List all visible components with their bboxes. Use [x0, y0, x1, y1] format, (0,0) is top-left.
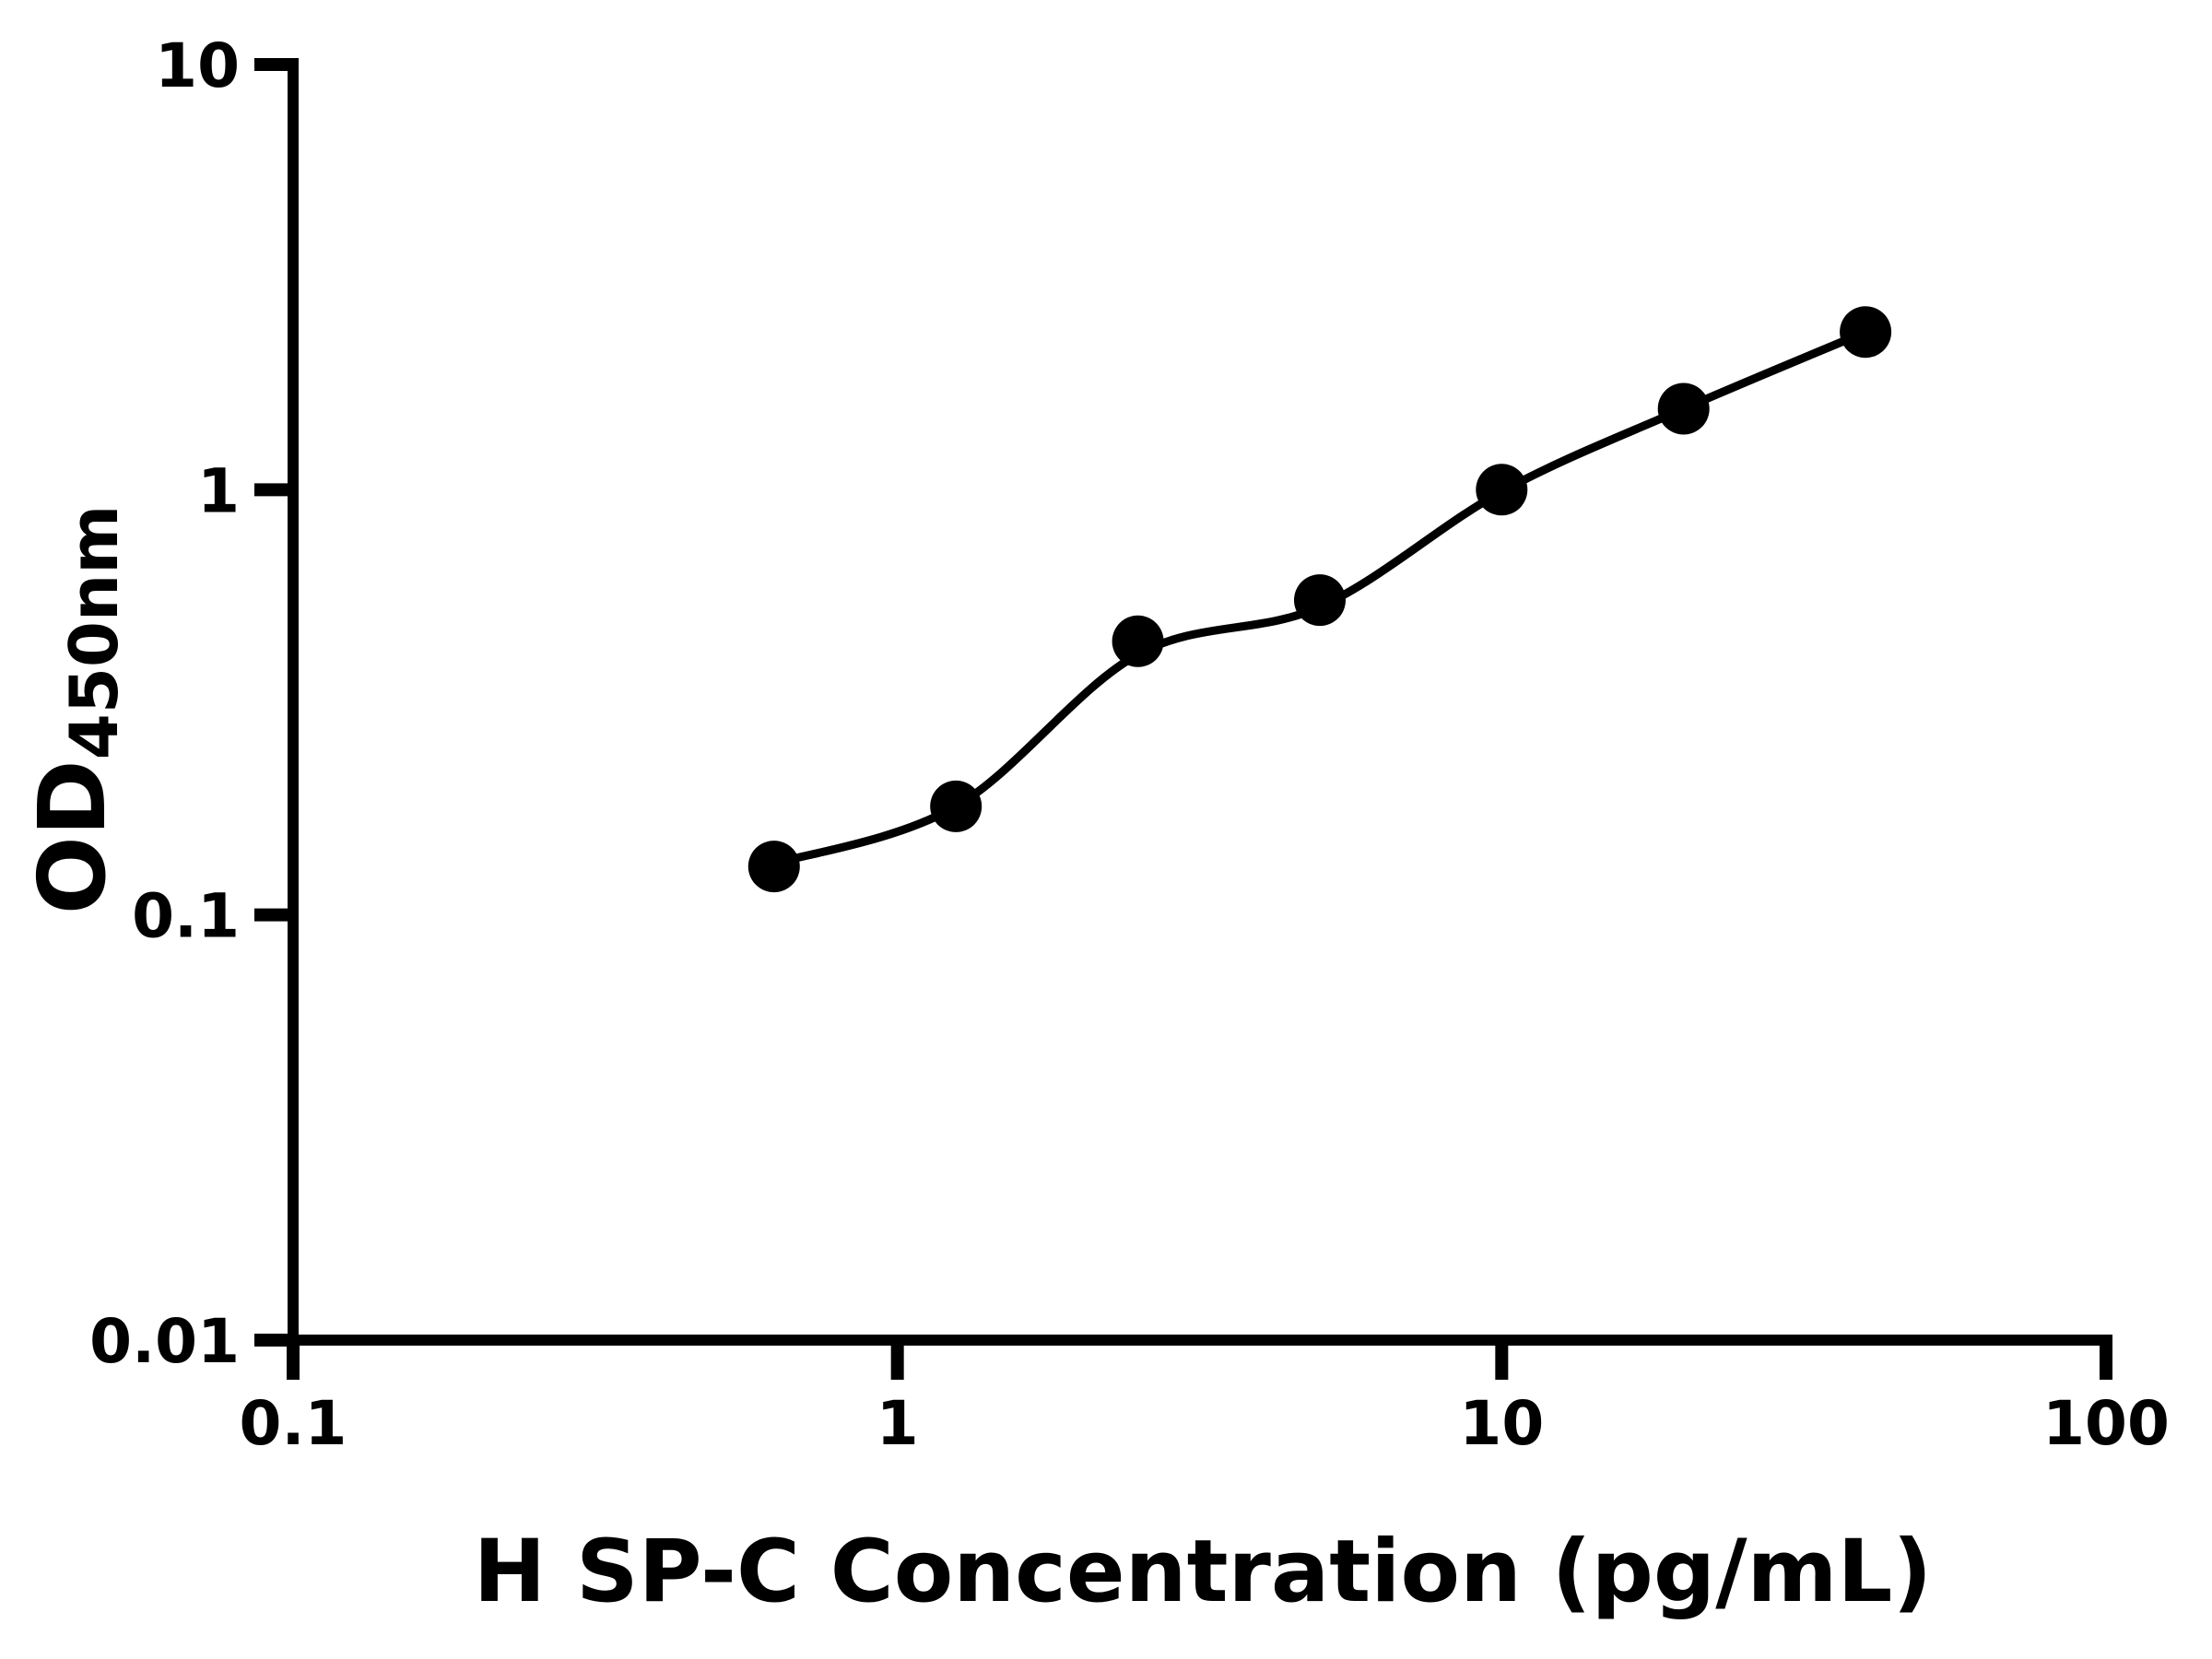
x-axis-title: H SP-C Concentration (pg/mL) [474, 1522, 1933, 1622]
data-point-6 [1657, 382, 1710, 435]
axes [288, 58, 2113, 1346]
x-tick-label-0.1: 0.1 [240, 1388, 347, 1459]
y-tick-label-1: 1 [197, 455, 240, 526]
data-point-5 [1476, 464, 1528, 516]
x-tick-label-10: 10 [1459, 1388, 1544, 1459]
data-point-7 [1840, 306, 1892, 359]
x-tick-label-100: 100 [2042, 1388, 2170, 1459]
y-axis-title: OD450nm [18, 505, 133, 915]
x-tick-label-1: 1 [877, 1388, 919, 1459]
y-tick-label-0.1: 0.1 [132, 881, 240, 952]
y-axis-title-main: OD [18, 759, 126, 914]
data-point-4 [1294, 574, 1346, 627]
y-tick-label-0.01: 0.01 [89, 1306, 240, 1377]
y-axis-title-subscript: 450nm [55, 505, 133, 760]
axis-ticks [254, 58, 2113, 1380]
data-point-3 [1112, 615, 1164, 667]
data-point-2 [930, 780, 982, 832]
y-tick-label-10: 10 [155, 30, 240, 101]
data-points [747, 306, 1892, 893]
data-point-1 [747, 841, 800, 893]
